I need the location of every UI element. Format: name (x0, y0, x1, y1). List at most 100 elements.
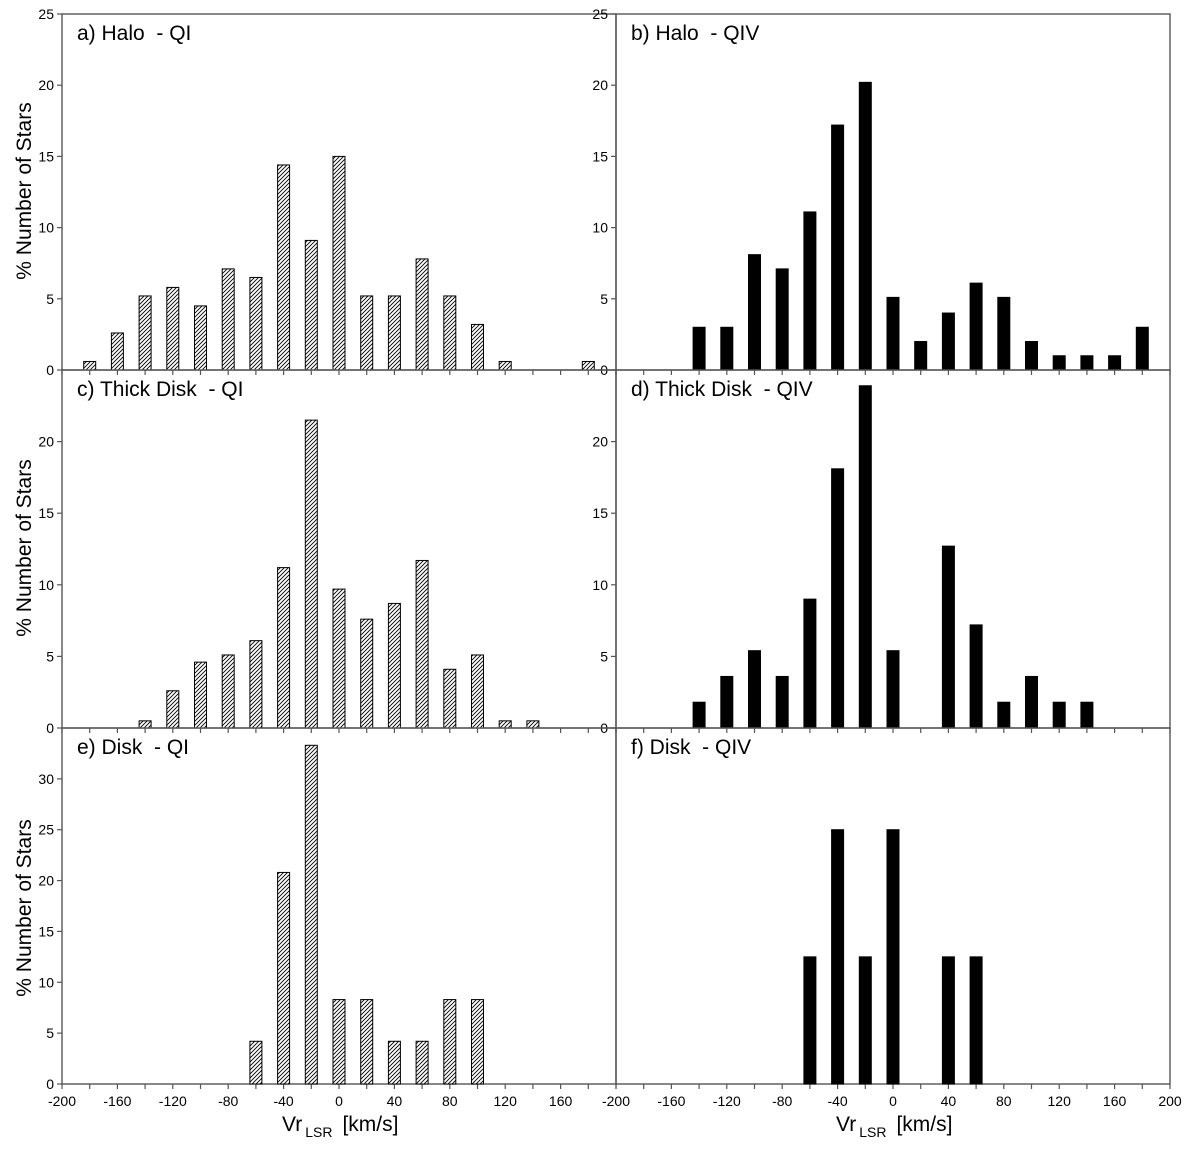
x-tick-label: 40 (941, 1093, 957, 1109)
histogram-bar (1108, 355, 1122, 371)
histogram-bar (1052, 355, 1066, 371)
histogram-bar (443, 295, 457, 371)
histogram-bar (166, 690, 180, 729)
y-tick-label: 5 (46, 648, 54, 664)
histogram-bar (304, 419, 318, 729)
x-tick-label: 0 (889, 1093, 897, 1109)
histogram-bar (692, 326, 706, 371)
y-tick-label: 15 (38, 505, 54, 521)
y-tick-label: 15 (38, 148, 54, 164)
x-tick-label: -120 (159, 1093, 187, 1109)
x-axis-title-unit: [km/s] (342, 1113, 398, 1136)
panel-title: a) Halo - QI (77, 22, 191, 45)
x-tick-label: -160 (103, 1093, 131, 1109)
x-tick-label: -80 (772, 1093, 792, 1109)
x-axis-title-subscript: LSR (305, 1124, 332, 1140)
histogram-bar (581, 360, 595, 371)
histogram-bar (1052, 701, 1066, 729)
y-tick-label: 25 (592, 6, 608, 22)
x-tick-label: 80 (996, 1093, 1012, 1109)
histogram-bar (748, 650, 761, 729)
y-tick-label: 10 (592, 220, 608, 236)
y-axis-title-bottom: % Number of Stars (13, 819, 36, 996)
histogram-bar (969, 282, 983, 371)
histogram-bar (138, 295, 152, 371)
histogram-bar (498, 720, 512, 729)
histogram-bar (332, 588, 346, 729)
y-axis-title-top: % Number of Stars (13, 102, 36, 279)
panel-title: d) Thick Disk - QIV (631, 378, 813, 401)
x-tick-label: 80 (442, 1093, 458, 1109)
histogram-bar (443, 999, 457, 1085)
histogram-bar (692, 701, 706, 729)
y-tick-label: 15 (38, 923, 54, 939)
x-axis-title-main: Vr (836, 1113, 856, 1136)
x-tick-label: 160 (1103, 1093, 1127, 1109)
histogram-bar (941, 545, 955, 729)
panel-title: b) Halo - QIV (631, 22, 759, 45)
histogram-bar (194, 305, 207, 371)
y-tick-label: 25 (38, 822, 54, 838)
histogram-bar (803, 211, 817, 371)
histogram-bar (831, 468, 845, 729)
histogram-bar (360, 999, 374, 1085)
y-tick-label: 20 (38, 873, 54, 889)
y-tick-label: 0 (46, 1076, 54, 1092)
histogram-bar (775, 675, 789, 729)
y-tick-label: 5 (46, 1025, 54, 1041)
histogram-bar (914, 341, 928, 371)
x-tick-label: 200 (1158, 1093, 1182, 1109)
histogram-bar (415, 258, 429, 371)
x-axis-title-right: Vr LSR [km/s] (836, 1113, 952, 1140)
panel-a: 0 5 10 15 20 25 a) Halo - QI (38, 6, 617, 378)
panel-title: c) Thick Disk - QI (77, 378, 243, 401)
histogram-bar (997, 701, 1011, 729)
histogram-bar (886, 650, 900, 729)
histogram-bar (941, 956, 955, 1085)
x-axis-title-main: Vr (282, 1113, 302, 1136)
y-tick-label: 10 (38, 220, 54, 236)
histogram-bar (1025, 675, 1038, 729)
histogram-bar (775, 268, 789, 371)
histogram-bar (471, 323, 484, 371)
y-tick-label: 10 (38, 577, 54, 593)
y-tick-label: 5 (600, 648, 608, 664)
x-tick-label: -80 (218, 1093, 238, 1109)
histogram-bar (221, 654, 235, 729)
panel-title: e) Disk - QI (77, 736, 189, 759)
histogram-bar (858, 956, 872, 1085)
panel-e: 0 5 10 15 20 25 30 -200 -160 -120 -80 -40 0 40 80 120 16… (38, 727, 617, 1109)
histogram-bar (1135, 326, 1149, 371)
panel-title: f) Disk - QIV (631, 736, 751, 759)
y-tick-label: 25 (38, 6, 54, 22)
histogram-bar (332, 999, 346, 1085)
x-tick-label: 120 (494, 1093, 518, 1109)
histogram-bar (831, 124, 845, 371)
y-tick-label: 0 (46, 362, 54, 378)
y-tick-label: 15 (592, 505, 608, 521)
histogram-bar (83, 360, 97, 371)
x-tick-label: -40 (273, 1093, 293, 1109)
y-tick-label: 15 (592, 148, 608, 164)
histogram-bar (886, 296, 900, 371)
histogram-bar (997, 296, 1011, 371)
x-tick-label: 40 (387, 1093, 403, 1109)
histogram-bar (748, 254, 761, 371)
x-tick-label: 160 (549, 1093, 573, 1109)
histogram-bar (720, 326, 734, 371)
histogram-bar (360, 618, 374, 729)
y-tick-label: 5 (46, 291, 54, 307)
histogram-bar (471, 654, 484, 729)
panel-c: 0 5 10 15 20 c) Thick Disk - QI (38, 369, 617, 736)
histogram-bar (249, 276, 263, 371)
x-tick-label: -200 (602, 1093, 630, 1109)
histogram-bar (277, 567, 291, 729)
y-tick-label: 20 (592, 434, 608, 450)
histogram-bar (471, 999, 484, 1085)
histogram-bar (277, 871, 291, 1085)
x-axis-title-unit: [km/s] (896, 1113, 952, 1136)
histogram-bar (1025, 341, 1038, 371)
histogram-bar (221, 268, 235, 371)
histogram-bar (803, 956, 817, 1085)
